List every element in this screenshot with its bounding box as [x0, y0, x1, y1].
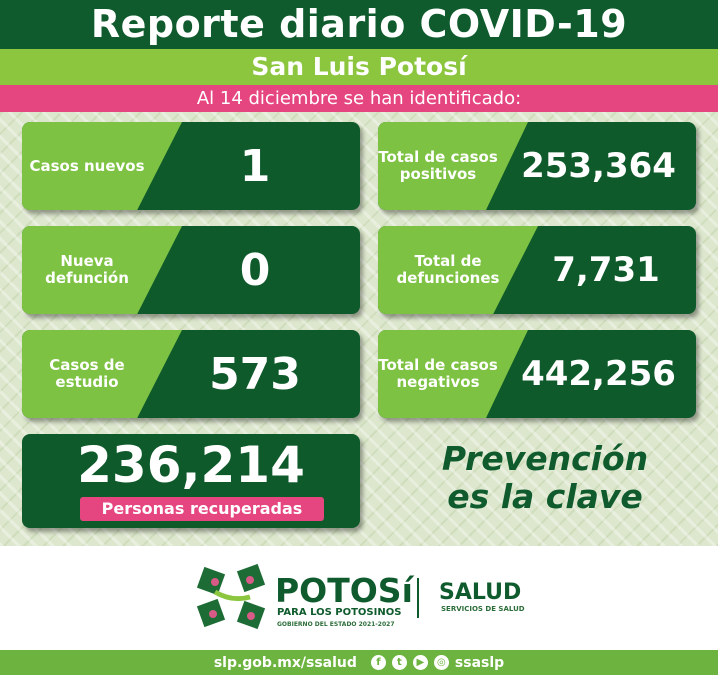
card-total-positive: Total de casos positivos 253,364: [378, 122, 696, 210]
card-value: 442,256: [521, 354, 676, 394]
footer: slp.gob.mx/ssalud f t ▶ ◎ ssaslp: [0, 650, 718, 675]
recovered-card: 236,214 Personas recuperadas: [22, 434, 360, 528]
card-label: Nueva defunción: [22, 226, 182, 314]
potosi-government: GOBIERNO DEL ESTADO 2021-2027: [277, 621, 395, 628]
youtube-icon[interactable]: ▶: [412, 655, 428, 670]
recovered-value: 236,214: [77, 436, 305, 494]
region-title: San Luis Potosí: [0, 49, 718, 85]
salud-logo-text: SALUD: [439, 580, 522, 605]
instagram-icon[interactable]: ◎: [433, 655, 449, 670]
potosi-emblem-logo: [196, 563, 266, 630]
card-new-death: Nueva defunción 0: [22, 226, 360, 314]
card-value: 253,364: [521, 146, 676, 186]
date-line: Al 14 diciembre se han identificado:: [0, 85, 718, 112]
card-value: 1: [239, 140, 271, 192]
twitter-icon[interactable]: t: [391, 655, 407, 670]
facebook-icon[interactable]: f: [370, 655, 386, 670]
card-total-deaths: Total de defunciones 7,731: [378, 226, 696, 314]
slogan-line1: Prevención: [441, 439, 649, 478]
card-total-negative: Total de casos negativos 442,256: [378, 330, 696, 418]
logo-divider: [417, 578, 419, 618]
card-value: 0: [239, 244, 271, 296]
website-link[interactable]: slp.gob.mx/ssalud: [213, 654, 357, 671]
card-label: Total de defunciones: [378, 226, 538, 314]
card-value: 573: [209, 348, 301, 400]
slogan-line2: es la clave: [447, 477, 643, 516]
potosi-logo-text: POTOSí: [275, 571, 413, 610]
social-handle[interactable]: ssaslp: [454, 654, 505, 671]
card-study-cases: Casos de estudio 573: [22, 330, 360, 418]
recovered-label: Personas recuperadas: [80, 497, 324, 521]
salud-subtitle: SERVICIOS DE SALUD: [441, 605, 525, 613]
card-value: 7,731: [552, 250, 660, 290]
potosi-subtitle: PARA LOS POTOSINOS: [277, 607, 402, 618]
card-new-cases: Casos nuevos 1: [22, 122, 360, 210]
slogan: Prevención es la clave: [410, 440, 680, 516]
report-title: Reporte diario COVID-19: [0, 0, 718, 49]
